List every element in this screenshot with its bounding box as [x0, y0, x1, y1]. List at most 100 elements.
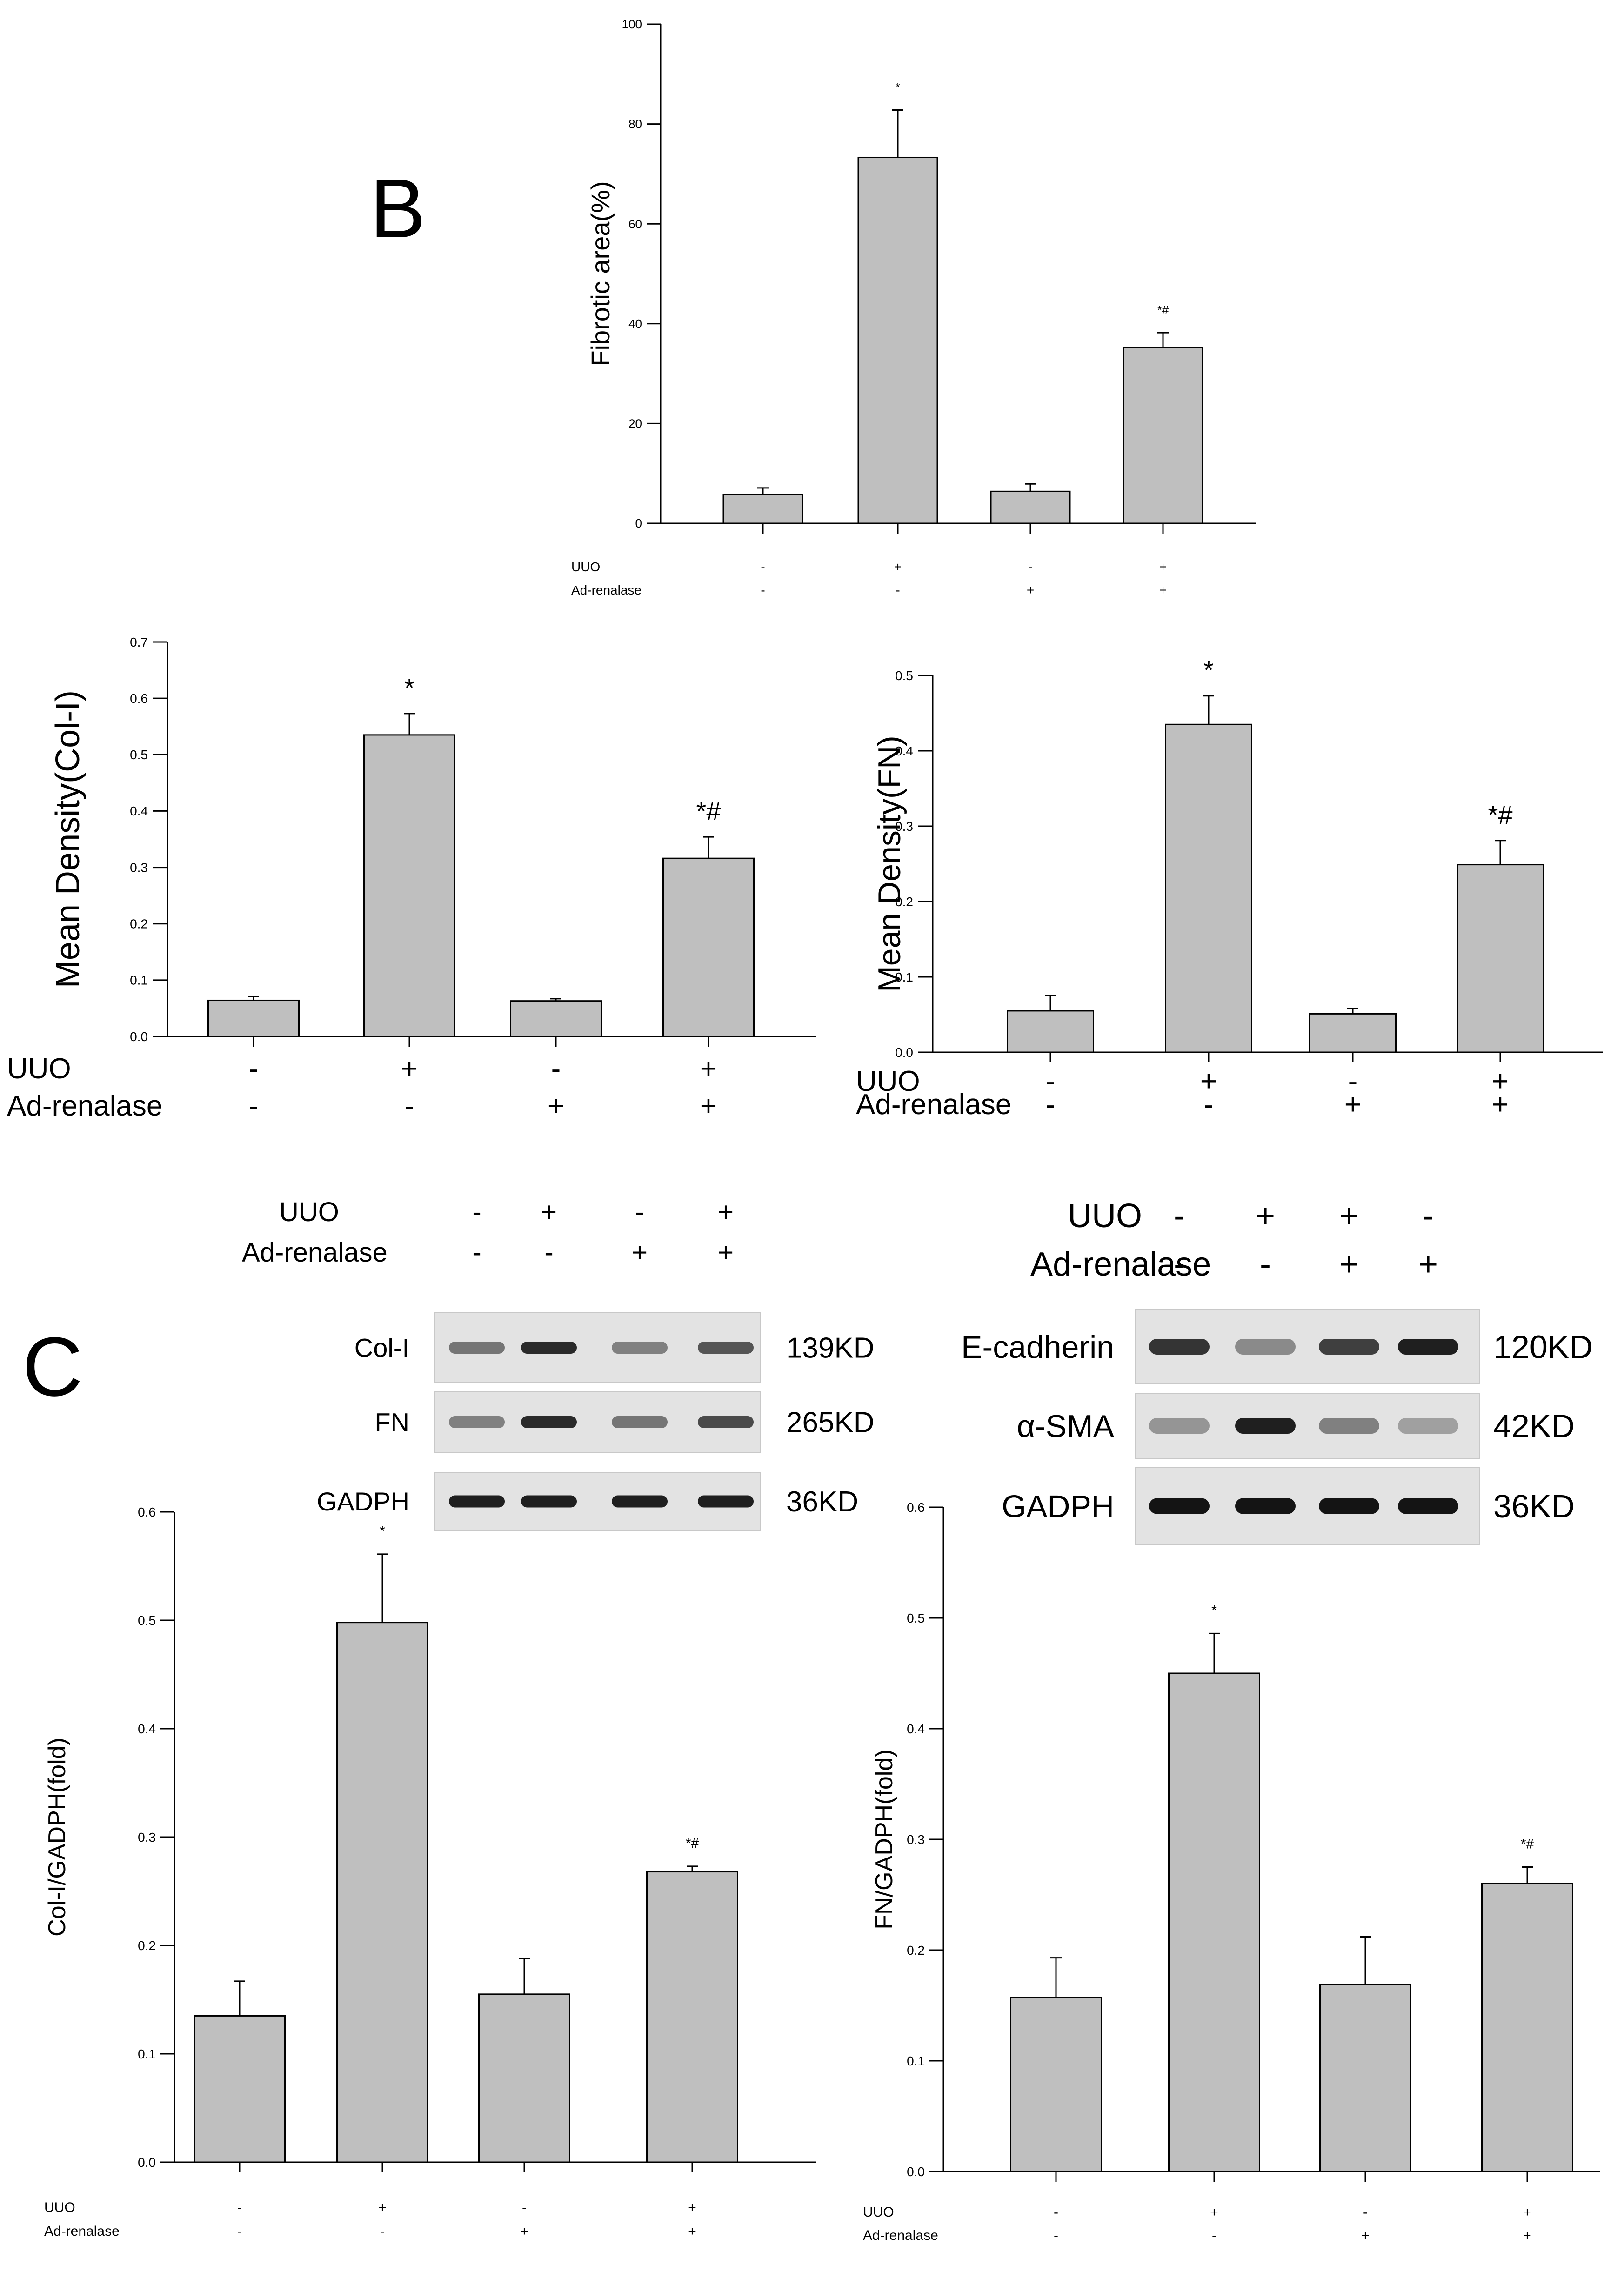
western-blot-blot-left: UUO - + - + Ad-renalase - - + + Col-I 139KD FN 265KD G… [242, 1197, 875, 1531]
significance-label: *# [1157, 303, 1169, 317]
condition-sign: - [1046, 1065, 1056, 1097]
y-tick-label: 0.1 [138, 2047, 156, 2061]
blot-band [1319, 1339, 1379, 1355]
condition-label: UUO [856, 1065, 920, 1097]
blot-band [612, 1495, 668, 1508]
condition-sign: - [551, 1053, 561, 1085]
protein-label: α-SMA [1017, 1409, 1115, 1444]
significance-label: * [1211, 1603, 1217, 1618]
condition-sign: + [700, 1090, 717, 1122]
y-tick-label: 0.6 [907, 1500, 925, 1515]
y-tick-label: 0.0 [138, 2155, 156, 2170]
condition-sign: - [1204, 1089, 1214, 1121]
condition-sign: + [700, 1053, 717, 1085]
condition-sign: - [1212, 2228, 1216, 2243]
condition-sign: + [401, 1053, 418, 1085]
condition-sign: + [1492, 1089, 1509, 1121]
condition-sign: - [405, 1090, 414, 1122]
y-tick-label: 0.0 [895, 1045, 913, 1060]
y-tick-label: 0.0 [907, 2165, 925, 2179]
condition-sign: + [541, 1197, 557, 1227]
condition-sign: - [1348, 1065, 1358, 1097]
condition-sign: + [1523, 2228, 1531, 2243]
condition-sign: + [688, 2200, 696, 2215]
condition-sign: + [688, 2224, 696, 2239]
bar [363, 734, 455, 1037]
y-tick-label: 60 [628, 217, 642, 231]
condition-sign: + [1256, 1197, 1275, 1235]
condition-sign: + [632, 1237, 648, 1268]
condition-label: UUO [7, 1053, 71, 1085]
y-tick-label: 0.4 [895, 744, 913, 758]
y-tick-label: 0.5 [130, 748, 148, 762]
condition-sign: - [380, 2224, 385, 2239]
condition-sign: + [1492, 1065, 1509, 1097]
bar [1481, 1883, 1573, 2172]
y-tick-label: 0.2 [895, 895, 913, 909]
condition-sign: - [1260, 1246, 1271, 1283]
y-axis-label: Fibrotic area(%) [586, 181, 615, 366]
y-tick-label: 40 [628, 317, 642, 331]
blot-band [449, 1416, 505, 1428]
y-tick-label: 0.0 [130, 1029, 148, 1044]
blot-band [449, 1495, 505, 1508]
bar [1168, 1672, 1260, 2172]
protein-label: GADPH [317, 1487, 409, 1516]
significance-label: * [380, 1524, 385, 1539]
protein-label: Col-I [354, 1333, 409, 1363]
condition-label: Ad-renalase [7, 1090, 162, 1122]
bar [990, 490, 1071, 524]
blot-band [1149, 1498, 1210, 1514]
condition-label: UUO [863, 2205, 894, 2220]
bar [1010, 1997, 1102, 2172]
condition-sign: - [522, 2200, 527, 2215]
y-tick-label: 0.2 [907, 1943, 925, 1958]
condition-label: UUO [571, 560, 600, 574]
condition-sign: - [1054, 2228, 1058, 2243]
molecular-weight-label: 42KD [1493, 1408, 1575, 1444]
condition-sign: - [635, 1197, 644, 1227]
condition-label: UUO [44, 2200, 75, 2215]
condition-sign: - [237, 2200, 242, 2215]
condition-sign: - [896, 583, 900, 597]
bar [1457, 864, 1544, 1053]
chart-fn-gadph: 0.0 0.1 0.2 0.3 0.4 0.5 0.6 FN/GADPH(fold) * *# UU… [863, 1500, 1600, 2243]
y-tick-label: 80 [628, 117, 642, 131]
y-tick-label: 0 [635, 516, 642, 530]
blot-band [1319, 1418, 1379, 1434]
significance-label: *# [696, 796, 721, 826]
blot-band [612, 1416, 668, 1428]
significance-label: * [404, 673, 414, 702]
y-axis-label: Mean Density(Col-I) [49, 690, 87, 988]
condition-sign: + [378, 2200, 387, 2215]
molecular-weight-label: 36KD [786, 1486, 858, 1518]
blot-band [1235, 1339, 1296, 1355]
y-axis-label: Col-I/GADPH(fold) [44, 1737, 71, 1937]
chart-fibrotic: 0 20 40 60 80 100 Fibrotic area(%) * *# UUO - + - + Ad… [571, 17, 1256, 597]
y-tick-label: 0.6 [130, 691, 148, 706]
western-blot-blot-right: UUO - + + -Ad-renalase- - + +E-cadherin 120KDα-S… [961, 1197, 1593, 1545]
bar [857, 156, 938, 524]
bar [207, 999, 300, 1037]
condition-label: Ad-renalase [44, 2224, 120, 2239]
blot-band [1319, 1498, 1379, 1514]
condition-sign: - [1363, 2205, 1368, 2220]
condition-label: UUO [279, 1197, 339, 1227]
blot-band [521, 1342, 577, 1354]
condition-label: Ad-renalase [1030, 1246, 1211, 1283]
condition-sign: + [1339, 1246, 1359, 1283]
condition-sign: - [472, 1237, 481, 1268]
blot-band [1235, 1498, 1296, 1514]
blot-band [449, 1342, 505, 1354]
condition-sign: - [544, 1237, 553, 1268]
y-axis-label: FN/GADPH(fold) [871, 1749, 898, 1929]
panel-label-b: B [370, 162, 426, 255]
molecular-weight-label: 36KD [1493, 1488, 1575, 1524]
condition-sign: + [1027, 583, 1034, 597]
significance-label: * [896, 80, 900, 94]
y-tick-label: 100 [622, 17, 642, 31]
molecular-weight-label: 120KD [1493, 1329, 1593, 1365]
y-tick-label: 0.3 [895, 819, 913, 834]
